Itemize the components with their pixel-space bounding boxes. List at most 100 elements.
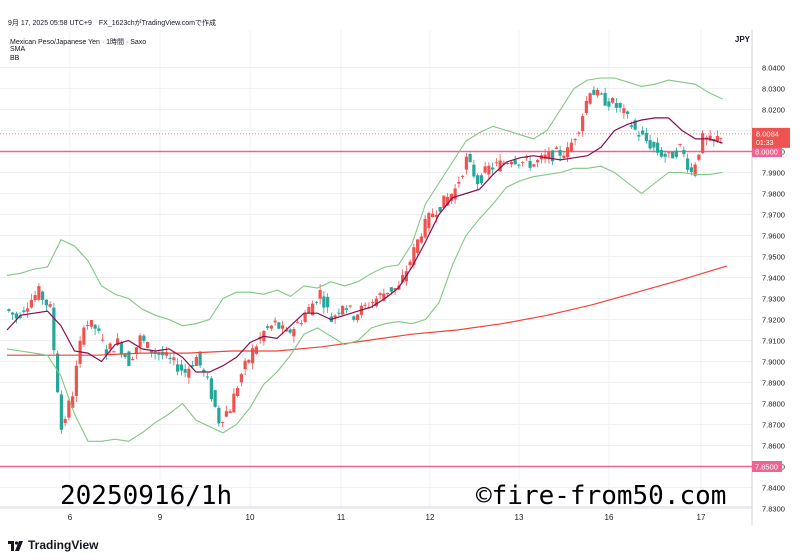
candle-body	[307, 306, 311, 313]
candle-body	[558, 149, 562, 156]
candle-body	[228, 411, 232, 414]
time-tick-label: 6	[68, 513, 73, 522]
candle-body	[536, 160, 540, 163]
level-price-tag	[752, 146, 782, 157]
candle-body	[371, 302, 375, 304]
candle-body	[269, 325, 273, 329]
candle-body	[333, 315, 337, 318]
candle-body	[551, 150, 555, 162]
current-price-text: 8.0084	[756, 129, 779, 138]
candle-body	[344, 308, 348, 310]
candle-body	[652, 141, 656, 148]
candle-body	[273, 320, 277, 323]
candle-body	[671, 151, 675, 159]
candle-body	[584, 100, 588, 114]
candle-body	[434, 215, 438, 218]
tradingview-footer[interactable]: TradingView	[8, 538, 98, 552]
candle-body	[663, 153, 667, 157]
level-price-text: 8.0000	[755, 148, 778, 157]
candle-body	[457, 181, 461, 184]
candle-body	[464, 156, 468, 170]
candle-body	[423, 218, 427, 238]
candle-body	[168, 358, 172, 360]
candle-body	[296, 322, 300, 324]
candle-body	[374, 298, 378, 307]
price-tick-label: 7.9200	[762, 316, 785, 325]
candle-body	[648, 140, 652, 149]
price-tick-label: 7.9900	[762, 169, 785, 178]
candle-body	[146, 341, 150, 348]
candle-body	[498, 160, 502, 172]
candle-body	[626, 111, 630, 114]
time-axis[interactable]: 6 9 10 11 12 13 16 17	[68, 513, 706, 522]
candle-body	[611, 97, 615, 103]
price-tick-label: 7.9400	[762, 274, 785, 283]
candle-body	[708, 135, 712, 141]
candle-body	[284, 329, 288, 332]
watermark-date: 20250916/1h	[60, 481, 233, 511]
series-sma-long	[7, 265, 728, 356]
candle-body	[528, 161, 532, 168]
candle-body	[292, 329, 296, 337]
candle-body	[438, 206, 442, 212]
candle-body	[191, 365, 195, 367]
candle-body	[603, 93, 607, 106]
instrument-name[interactable]: Mexican Peso/Japanese Yen · 1時間 · Saxo	[10, 39, 147, 46]
candle-body	[108, 343, 112, 349]
candle-body	[337, 312, 341, 314]
candle-body	[232, 393, 236, 413]
candle-body	[303, 313, 307, 323]
candle-body	[431, 213, 435, 218]
candle-body	[412, 247, 416, 265]
candle-body	[149, 350, 153, 354]
candle-body	[719, 138, 723, 140]
candle-body	[682, 149, 686, 155]
candle-body	[123, 354, 127, 358]
candle-body	[697, 154, 701, 160]
candle-body	[71, 396, 75, 408]
candle-body	[63, 419, 67, 423]
candle-body	[453, 188, 457, 200]
candle-body	[176, 364, 180, 372]
footer-brand: TradingView	[28, 538, 99, 552]
candle-body	[389, 287, 393, 292]
candlesticks	[7, 86, 723, 434]
candle-body	[378, 293, 382, 295]
chart-grid	[0, 30, 752, 509]
candle-body	[659, 149, 663, 157]
candle-body	[352, 316, 356, 320]
price-tick-label: 7.9000	[762, 358, 785, 367]
indicator-bb-label[interactable]: BB	[10, 55, 20, 62]
time-tick-label: 17	[697, 513, 706, 522]
candle-body	[281, 325, 285, 329]
time-tick-label: 9	[158, 513, 163, 522]
candle-body	[401, 275, 405, 283]
price-tick-label: 7.9700	[762, 211, 785, 220]
candle-body	[599, 93, 603, 95]
candle-body	[67, 400, 71, 418]
candle-body	[577, 132, 581, 134]
candle-body	[318, 290, 322, 299]
candle-body	[408, 261, 412, 266]
candle-body	[239, 374, 243, 383]
candle-body	[509, 161, 513, 165]
candle-body	[629, 125, 633, 127]
candle-body	[142, 335, 146, 341]
candle-body	[314, 301, 318, 303]
candle-body	[172, 357, 176, 361]
candle-body	[206, 376, 210, 378]
candle-body	[419, 236, 423, 243]
candle-body	[104, 349, 108, 356]
candle-body	[138, 335, 142, 347]
candle-body	[427, 213, 431, 229]
candle-body	[217, 407, 221, 424]
candle-body	[247, 359, 251, 363]
candle-body	[674, 150, 678, 157]
candle-body	[59, 394, 63, 430]
indicator-sma-label[interactable]: SMA	[10, 46, 26, 53]
tradingview-logo-icon	[8, 540, 24, 551]
candle-body	[689, 167, 693, 172]
candle-body	[266, 326, 270, 328]
candle-body	[479, 175, 483, 183]
